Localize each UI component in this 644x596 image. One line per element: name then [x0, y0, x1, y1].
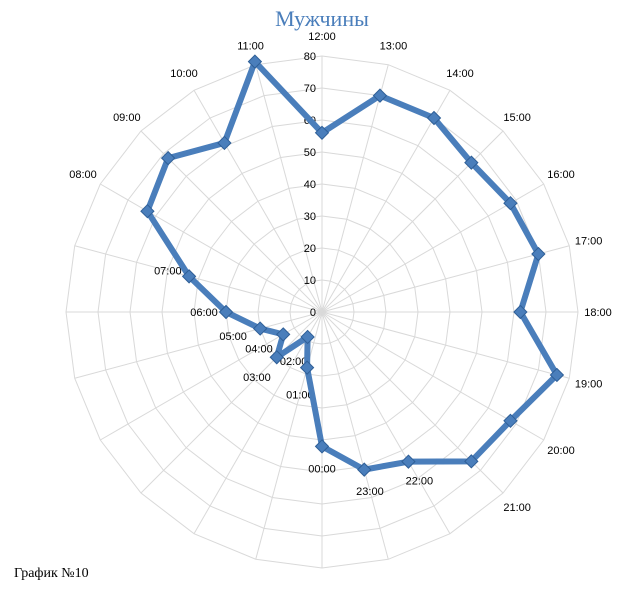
- data-point: [247, 54, 263, 69]
- hour-label: 11:00: [237, 40, 264, 52]
- tick-label: 10: [304, 275, 316, 287]
- data-point: [549, 367, 565, 383]
- data-point: [503, 195, 518, 211]
- series-men: [140, 54, 565, 477]
- hour-label: 03:00: [243, 372, 271, 384]
- hour-label: 10:00: [170, 68, 198, 80]
- data-point: [252, 321, 268, 336]
- hour-label: 08:00: [69, 169, 97, 181]
- data-point: [314, 439, 330, 454]
- spoke: [193, 90, 323, 313]
- tick-label: 70: [304, 83, 316, 95]
- data-point: [299, 360, 315, 375]
- data-point: [314, 125, 330, 141]
- spoke: [321, 311, 451, 534]
- data-point: [503, 413, 518, 429]
- spoke: [74, 245, 323, 313]
- hour-label: 01:00: [286, 390, 314, 402]
- tick-label: 50: [304, 147, 316, 159]
- hour-label: 19:00: [575, 378, 603, 390]
- data-point: [464, 454, 479, 469]
- tick-label: 30: [304, 211, 316, 223]
- data-point: [464, 155, 479, 170]
- tick-label: 0: [310, 307, 316, 319]
- data-point: [513, 304, 528, 320]
- hour-label: 06:00: [190, 307, 218, 319]
- data-point: [217, 135, 232, 151]
- hour-label: 23:00: [356, 486, 384, 498]
- data-point: [426, 110, 442, 126]
- tick-label: 80: [304, 51, 316, 63]
- spoke: [321, 90, 451, 313]
- hour-label: 20:00: [547, 445, 575, 457]
- spoke: [321, 130, 504, 313]
- hour-label: 15:00: [503, 112, 531, 124]
- tick-label: 40: [304, 179, 316, 191]
- hour-label: 12:00: [308, 31, 336, 43]
- data-point: [275, 327, 291, 342]
- chart-caption: График №10: [14, 566, 89, 581]
- data-point: [372, 88, 388, 103]
- chart-title: Мужчины: [275, 6, 369, 31]
- hour-label: 16:00: [547, 169, 575, 181]
- hour-labels: 12:00 13:00 14:00 15:00 16:00 17:00 18:00 19:00…: [69, 31, 612, 514]
- hour-label: 22:00: [406, 476, 434, 488]
- spoke: [74, 311, 323, 379]
- data-point: [140, 203, 155, 219]
- hour-label: 09:00: [113, 112, 141, 124]
- spoke: [321, 64, 389, 313]
- hour-label: 17:00: [575, 236, 603, 248]
- spoke: [255, 311, 323, 560]
- tick-label: 20: [304, 243, 316, 255]
- data-point: [531, 246, 546, 262]
- spoke: [255, 64, 323, 313]
- spoke: [100, 311, 323, 441]
- hour-label: 21:00: [503, 502, 531, 514]
- data-point: [269, 350, 284, 365]
- hour-label: 13:00: [380, 40, 408, 52]
- radar-grid: [65, 55, 579, 569]
- spoke: [193, 311, 323, 534]
- spoke: [321, 311, 389, 560]
- data-point: [160, 150, 176, 166]
- hour-label: 05:00: [219, 331, 247, 343]
- spoke: [140, 311, 323, 494]
- data-point: [300, 329, 315, 345]
- hour-label: 04:00: [245, 343, 273, 355]
- hour-label: 00:00: [308, 463, 336, 475]
- data-point: [181, 269, 197, 284]
- data-point: [401, 454, 416, 469]
- data-point: [218, 304, 234, 320]
- data-point: [357, 462, 372, 477]
- hour-label: 18:00: [584, 307, 612, 319]
- spoke: [321, 311, 570, 379]
- spoke: [321, 245, 570, 313]
- spoke: [321, 311, 504, 494]
- hour-label: 07:00: [154, 266, 182, 278]
- spoke: [100, 183, 323, 313]
- hour-label: 14:00: [446, 68, 474, 80]
- hour-label: 02:00: [280, 356, 308, 368]
